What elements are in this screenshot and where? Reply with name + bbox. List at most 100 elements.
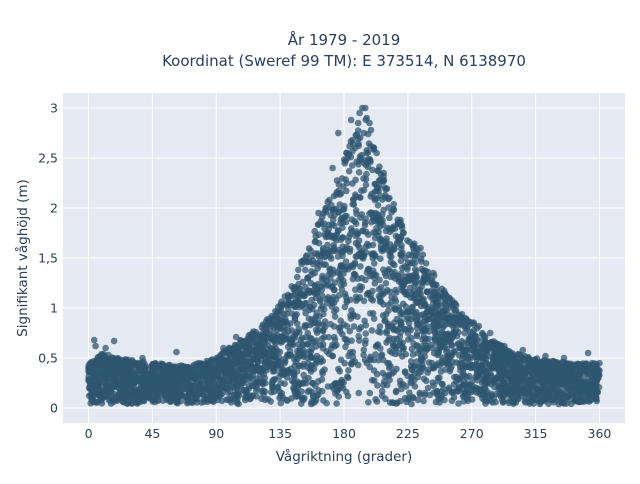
data-point — [308, 362, 315, 369]
data-point — [560, 354, 568, 362]
data-point — [356, 153, 364, 160]
data-point — [557, 376, 564, 384]
data-point — [384, 224, 392, 232]
data-point — [107, 388, 114, 396]
data-point — [411, 255, 419, 262]
data-point — [371, 234, 379, 242]
data-point — [429, 379, 437, 386]
data-point — [245, 385, 252, 393]
x-tick-label: 360 — [588, 426, 612, 441]
data-point — [344, 373, 351, 381]
data-point — [449, 351, 456, 359]
data-point — [314, 280, 322, 288]
data-point — [290, 355, 298, 363]
data-point — [435, 299, 442, 306]
data-point — [333, 400, 340, 407]
data-point — [588, 396, 595, 404]
data-point — [392, 298, 400, 305]
data-point — [303, 334, 310, 341]
data-point — [402, 273, 410, 281]
data-point — [345, 167, 353, 175]
data-point — [315, 231, 323, 238]
data-point — [259, 380, 267, 388]
data-point — [412, 265, 419, 273]
data-point — [362, 215, 369, 222]
data-point — [85, 364, 92, 372]
data-point — [166, 373, 173, 381]
data-point — [556, 365, 564, 373]
data-point — [565, 380, 572, 388]
data-point — [348, 162, 356, 169]
data-point — [335, 187, 342, 195]
data-point — [384, 301, 392, 309]
data-point — [318, 335, 326, 342]
data-point — [291, 314, 299, 322]
data-point — [382, 280, 390, 287]
data-point — [297, 352, 304, 360]
data-point — [340, 156, 348, 163]
data-point — [398, 224, 406, 232]
data-point — [286, 347, 294, 355]
data-point — [213, 357, 221, 364]
data-point — [391, 245, 398, 253]
data-point — [381, 184, 389, 192]
data-point — [451, 299, 459, 307]
data-point — [422, 260, 430, 267]
data-point — [377, 255, 384, 262]
data-point — [238, 362, 246, 369]
y-tick-label: 2,5 — [38, 151, 58, 166]
y-tick-label: 2 — [50, 201, 58, 216]
data-point — [390, 206, 398, 214]
y-tick-label: 1,5 — [38, 251, 58, 266]
data-point — [281, 380, 288, 388]
data-point — [270, 388, 278, 395]
data-point — [475, 351, 483, 358]
data-point — [326, 196, 333, 204]
data-point — [305, 287, 312, 295]
data-point — [377, 329, 384, 336]
data-point — [388, 253, 395, 260]
data-point — [90, 336, 98, 344]
data-point — [510, 400, 517, 408]
data-point — [434, 374, 442, 382]
data-point — [519, 346, 527, 354]
data-point — [441, 297, 449, 305]
data-point — [434, 292, 441, 299]
data-point — [359, 255, 367, 262]
data-point — [341, 303, 349, 311]
data-point — [315, 221, 322, 228]
data-point — [354, 119, 362, 127]
data-point — [336, 276, 343, 283]
data-point — [160, 362, 168, 369]
x-axis-ticks: 0 45 90 135 180 225 270 315 360 — [85, 426, 612, 441]
data-point — [542, 352, 549, 360]
data-point — [174, 393, 182, 401]
data-point — [419, 251, 427, 258]
data-point — [455, 400, 462, 407]
data-point — [549, 391, 557, 399]
data-point — [173, 348, 180, 356]
data-point — [291, 362, 299, 370]
data-point — [347, 116, 355, 124]
data-point — [294, 273, 301, 281]
data-point — [295, 325, 303, 333]
data-point — [343, 323, 351, 330]
data-point — [389, 273, 397, 280]
data-point — [377, 192, 384, 199]
data-point — [350, 312, 357, 320]
data-point — [329, 341, 336, 349]
data-point — [522, 368, 530, 376]
data-point — [402, 369, 409, 376]
y-tick-label: 3 — [50, 101, 58, 116]
data-point — [574, 386, 582, 394]
data-point — [336, 208, 343, 215]
data-point — [248, 363, 256, 370]
data-point — [365, 231, 372, 238]
data-point — [362, 181, 370, 189]
data-point — [409, 394, 417, 401]
data-point — [392, 388, 400, 396]
data-point — [363, 114, 371, 122]
data-point — [367, 292, 375, 299]
data-point — [355, 389, 363, 397]
data-point — [390, 223, 397, 230]
